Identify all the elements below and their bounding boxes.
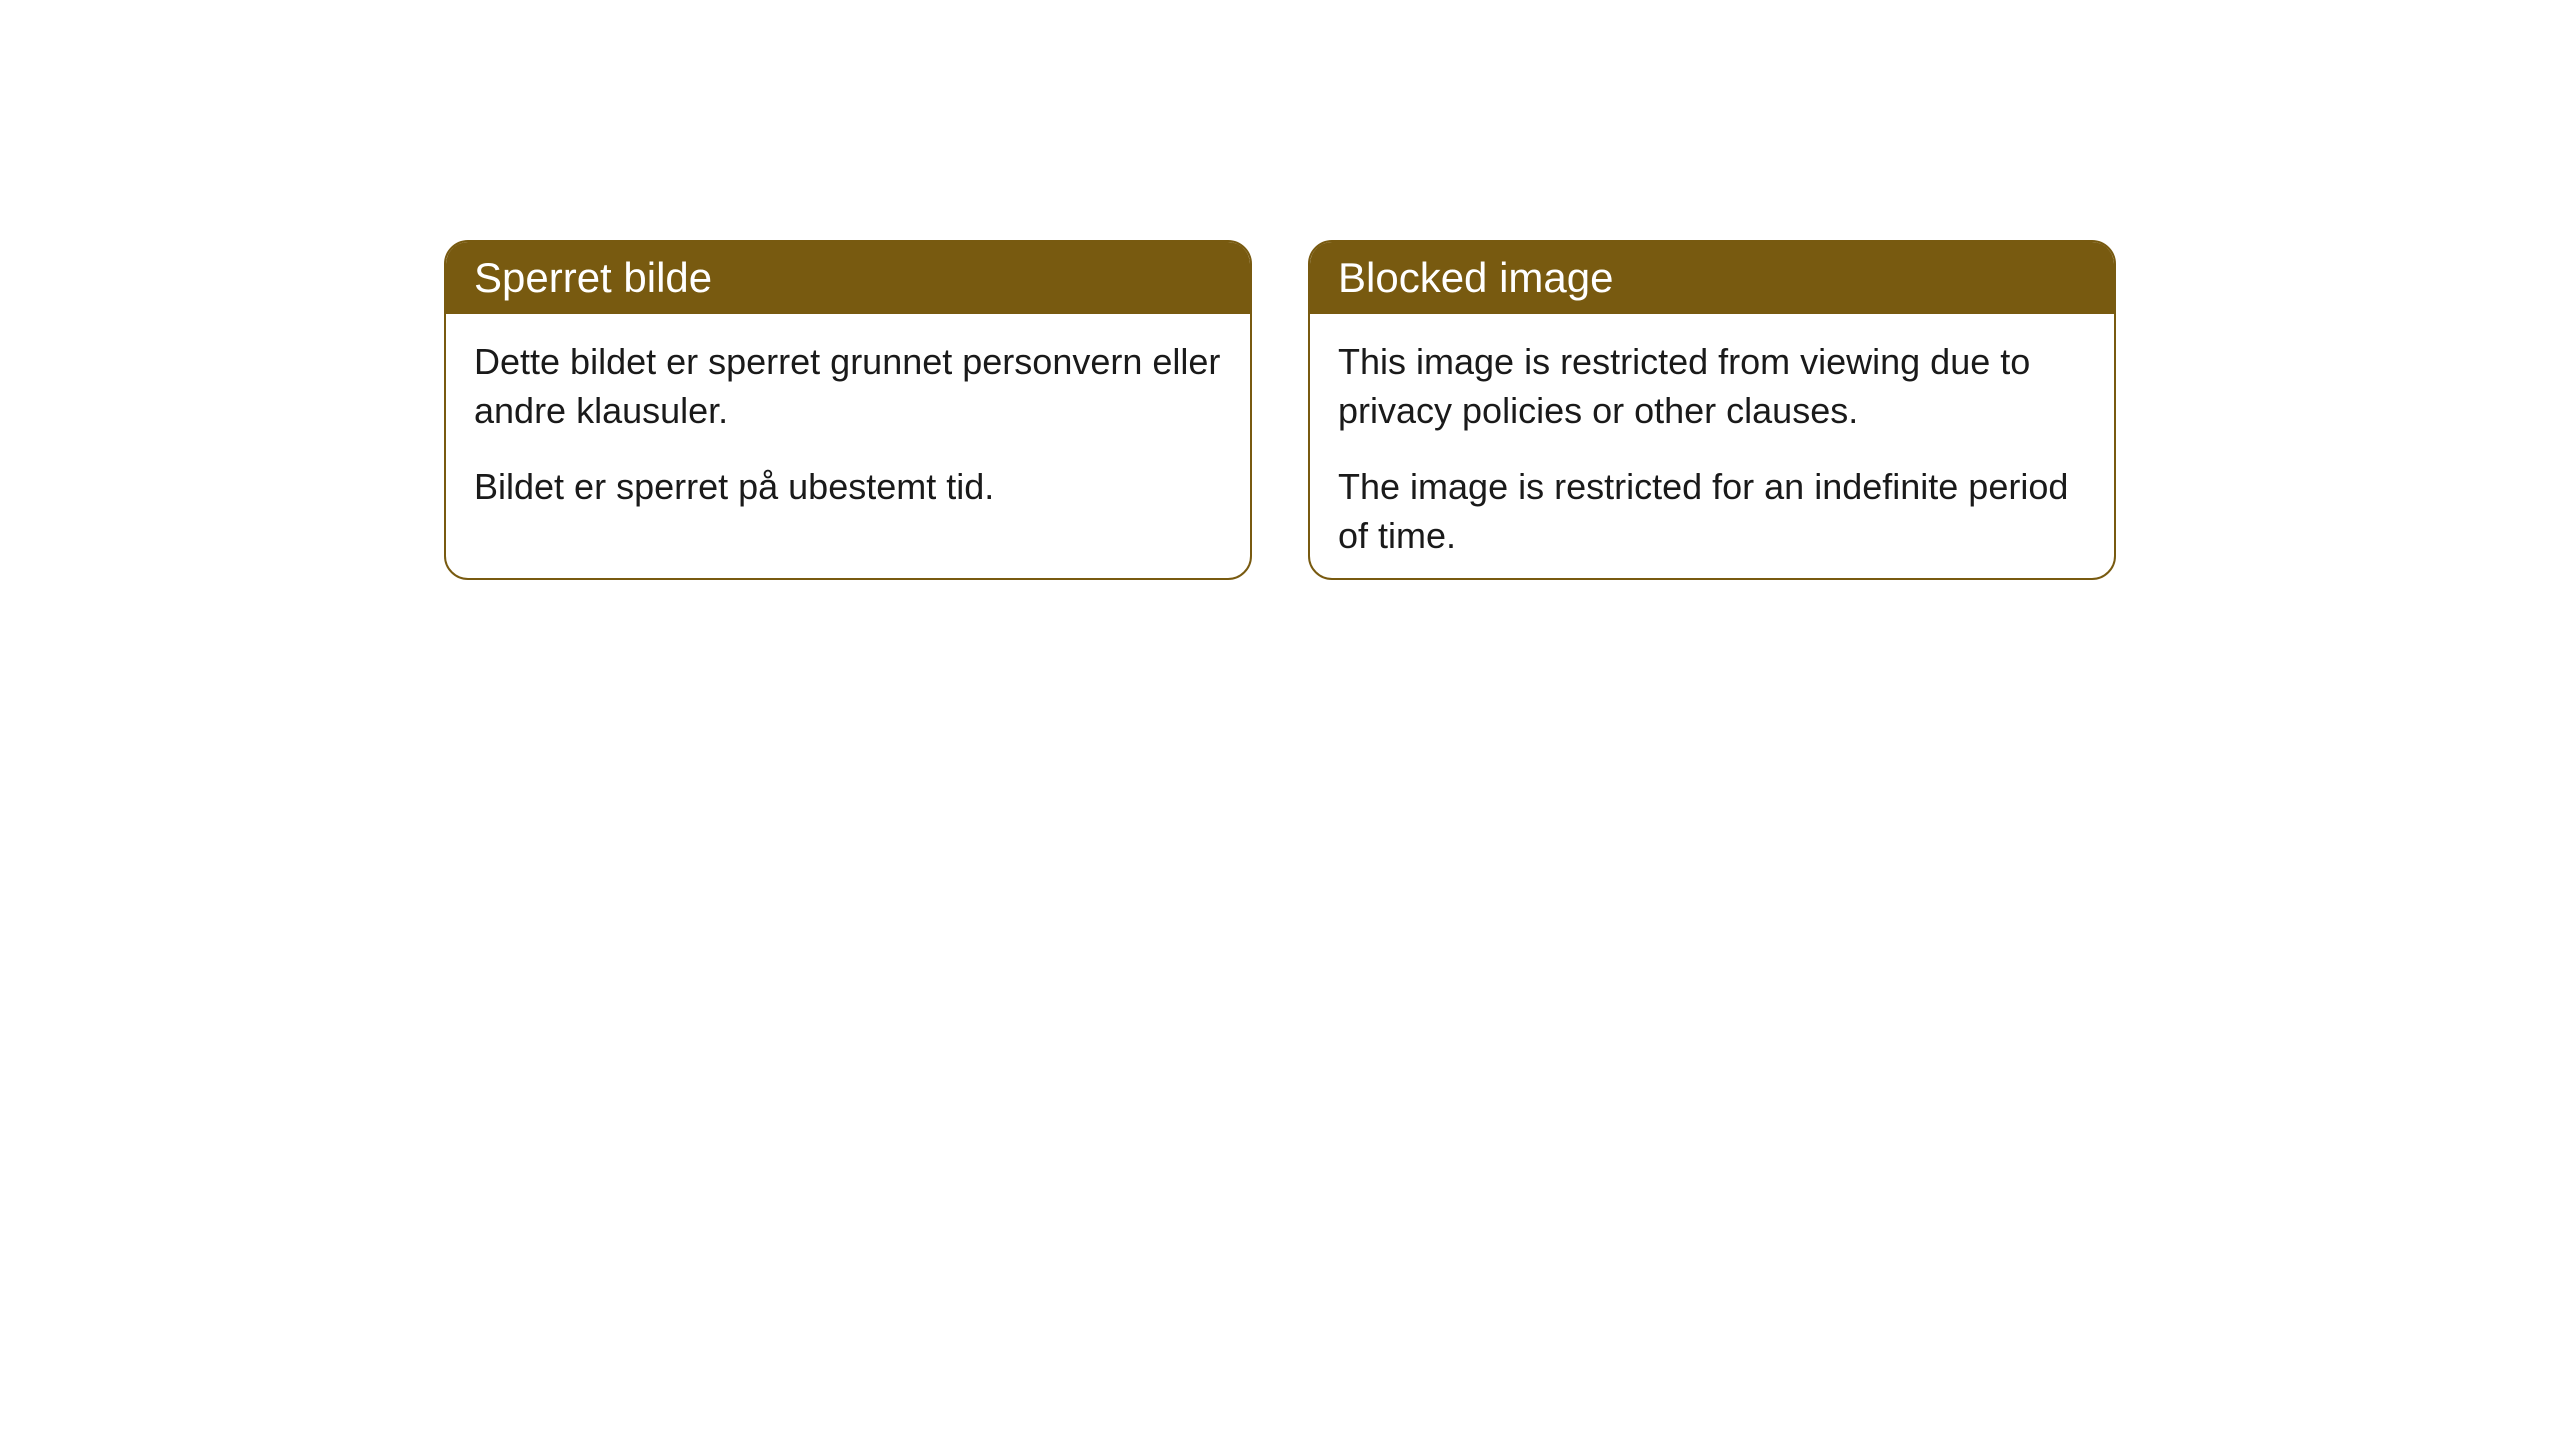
blocked-image-card-english: Blocked image This image is restricted f…: [1308, 240, 2116, 580]
card-paragraph-1-english: This image is restricted from viewing du…: [1338, 338, 2086, 435]
card-title-english: Blocked image: [1310, 242, 2114, 314]
card-paragraph-2-english: The image is restricted for an indefinit…: [1338, 463, 2086, 560]
card-paragraph-1-norwegian: Dette bildet er sperret grunnet personve…: [474, 338, 1222, 435]
card-body-norwegian: Dette bildet er sperret grunnet personve…: [446, 314, 1250, 548]
card-paragraph-2-norwegian: Bildet er sperret på ubestemt tid.: [474, 463, 1222, 512]
blocked-image-card-norwegian: Sperret bilde Dette bildet er sperret gr…: [444, 240, 1252, 580]
notice-cards-container: Sperret bilde Dette bildet er sperret gr…: [0, 0, 2560, 580]
card-title-norwegian: Sperret bilde: [446, 242, 1250, 314]
card-body-english: This image is restricted from viewing du…: [1310, 314, 2114, 580]
